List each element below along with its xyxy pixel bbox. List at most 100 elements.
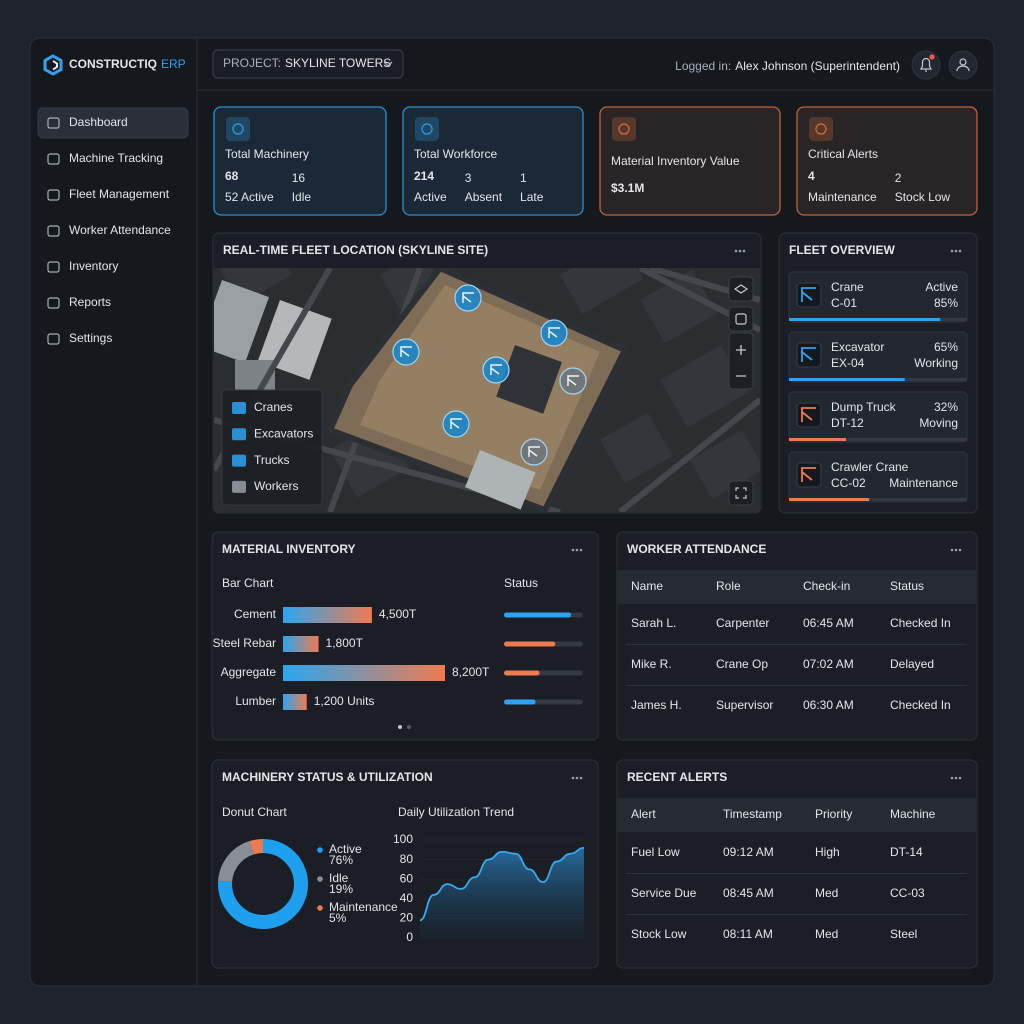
fleet-name: Crane <box>831 280 864 294</box>
kpi-label: 52 Active <box>225 190 274 204</box>
panel-menu[interactable] <box>950 776 962 780</box>
table-cell: DT-14 <box>890 845 923 859</box>
map-marker[interactable] <box>540 319 568 347</box>
project-name: SKYLINE TOWERS <box>285 56 391 70</box>
legend-icon <box>232 402 246 414</box>
user-menu[interactable] <box>948 50 978 80</box>
brand-title: CONSTRUCTIQ <box>69 57 157 71</box>
panel-menu[interactable] <box>950 249 962 253</box>
chart-label: Donut Chart <box>222 805 287 819</box>
table-cell: James H. <box>631 698 682 712</box>
table-cell: 06:30 AM <box>803 698 854 712</box>
inventory-bar <box>283 636 319 652</box>
menu-dot <box>954 249 958 253</box>
status-bar <box>504 670 540 676</box>
value-label: 1,200 Units <box>314 694 375 708</box>
table-cell: 09:12 AM <box>723 845 774 859</box>
map-marker[interactable] <box>392 338 420 366</box>
pager-dot[interactable] <box>407 725 411 729</box>
category-label: Steel Rebar <box>213 636 276 650</box>
zoom-in <box>736 345 746 355</box>
kpi-title: Total Machinery <box>225 147 309 161</box>
map-marker[interactable] <box>454 284 482 312</box>
legend-label: Cranes <box>254 400 293 414</box>
bell-icon <box>920 57 932 72</box>
kpi-label: Late <box>520 190 544 204</box>
nav-item[interactable]: Machine Tracking <box>47 151 163 165</box>
map-marker[interactable] <box>520 438 548 466</box>
menu-dot <box>950 249 954 253</box>
map-marker[interactable] <box>559 367 587 395</box>
nav-item[interactable]: Fleet Management <box>47 187 170 201</box>
inventory-bar <box>283 607 372 623</box>
project-label: PROJECT: <box>223 56 281 70</box>
project-select[interactable]: PROJECT: SKYLINE TOWERS <box>212 49 404 79</box>
legend-value: 5% <box>329 911 347 925</box>
map-control[interactable] <box>728 276 754 302</box>
fleet-item[interactable] <box>788 451 968 503</box>
kpi-icon <box>612 117 636 141</box>
user-body <box>956 65 970 72</box>
marker-glyph <box>490 364 502 375</box>
legend-label: Workers <box>254 479 298 493</box>
table-cell: Supervisor <box>716 698 773 712</box>
nav-item[interactable]: Worker Attendance <box>47 223 171 237</box>
nav-icon <box>47 225 60 237</box>
kpi-value: 68 <box>225 169 239 183</box>
menu-dot <box>742 249 746 253</box>
nav-item[interactable]: Reports <box>47 295 111 309</box>
nav-item[interactable]: Inventory <box>47 259 118 273</box>
fleet-item[interactable] <box>788 391 968 443</box>
legend-value: 19% <box>329 882 353 896</box>
fleet-name: Dump Truck <box>831 400 897 414</box>
y-tick-label: 60 <box>400 871 414 885</box>
menu-dot <box>954 548 958 552</box>
map-block <box>660 345 749 428</box>
notifications[interactable] <box>911 50 941 80</box>
legend-label: Excavators <box>254 426 313 440</box>
legend-dot <box>317 847 323 853</box>
fleet-item[interactable] <box>788 271 968 323</box>
y-tick-label: 100 <box>393 832 413 846</box>
table-cell: Sarah L. <box>631 616 676 630</box>
map-marker[interactable] <box>442 410 470 438</box>
bell-dot <box>929 54 935 60</box>
nav-label: Settings <box>69 331 112 345</box>
marker-glyph <box>400 346 412 357</box>
nav-label: Worker Attendance <box>69 223 171 237</box>
progress-bar <box>789 438 846 441</box>
menu-dot <box>958 548 962 552</box>
panel-menu[interactable] <box>950 548 962 552</box>
panel-menu[interactable] <box>571 776 583 780</box>
table-cell: 07:02 AM <box>803 657 854 671</box>
table-cell: Mike R. <box>631 657 672 671</box>
nav-item[interactable]: Dashboard <box>37 107 189 139</box>
y-tick-label: 80 <box>400 852 414 866</box>
marker-ring <box>442 410 470 438</box>
marker-glyph <box>462 292 474 303</box>
fleet-detail: 85% <box>934 296 958 310</box>
nav-item[interactable]: Settings <box>47 331 112 345</box>
fleet-item[interactable] <box>788 331 968 383</box>
menu-dot <box>958 776 962 780</box>
map-block <box>380 268 444 310</box>
map-control[interactable] <box>728 332 754 390</box>
kpi-value: 3 <box>465 171 472 185</box>
map-block <box>640 270 717 344</box>
kpi-title: Critical Alerts <box>808 147 878 161</box>
map-marker[interactable] <box>482 356 510 384</box>
kpi-value: $3.1M <box>611 181 644 195</box>
y-tick-label: 20 <box>400 911 414 925</box>
legend-label: Idle <box>329 871 349 885</box>
fleet-id: DT-12 <box>831 416 864 430</box>
kpi-value: 1 <box>520 171 527 185</box>
nav-label: Inventory <box>69 259 118 273</box>
kpi-tint <box>600 107 780 215</box>
legend-icon <box>232 454 246 467</box>
map-control[interactable] <box>728 306 754 332</box>
panel-menu[interactable] <box>571 548 583 552</box>
panel-menu[interactable] <box>734 249 746 253</box>
pager-dot[interactable] <box>398 725 402 729</box>
map-control[interactable] <box>728 480 754 506</box>
